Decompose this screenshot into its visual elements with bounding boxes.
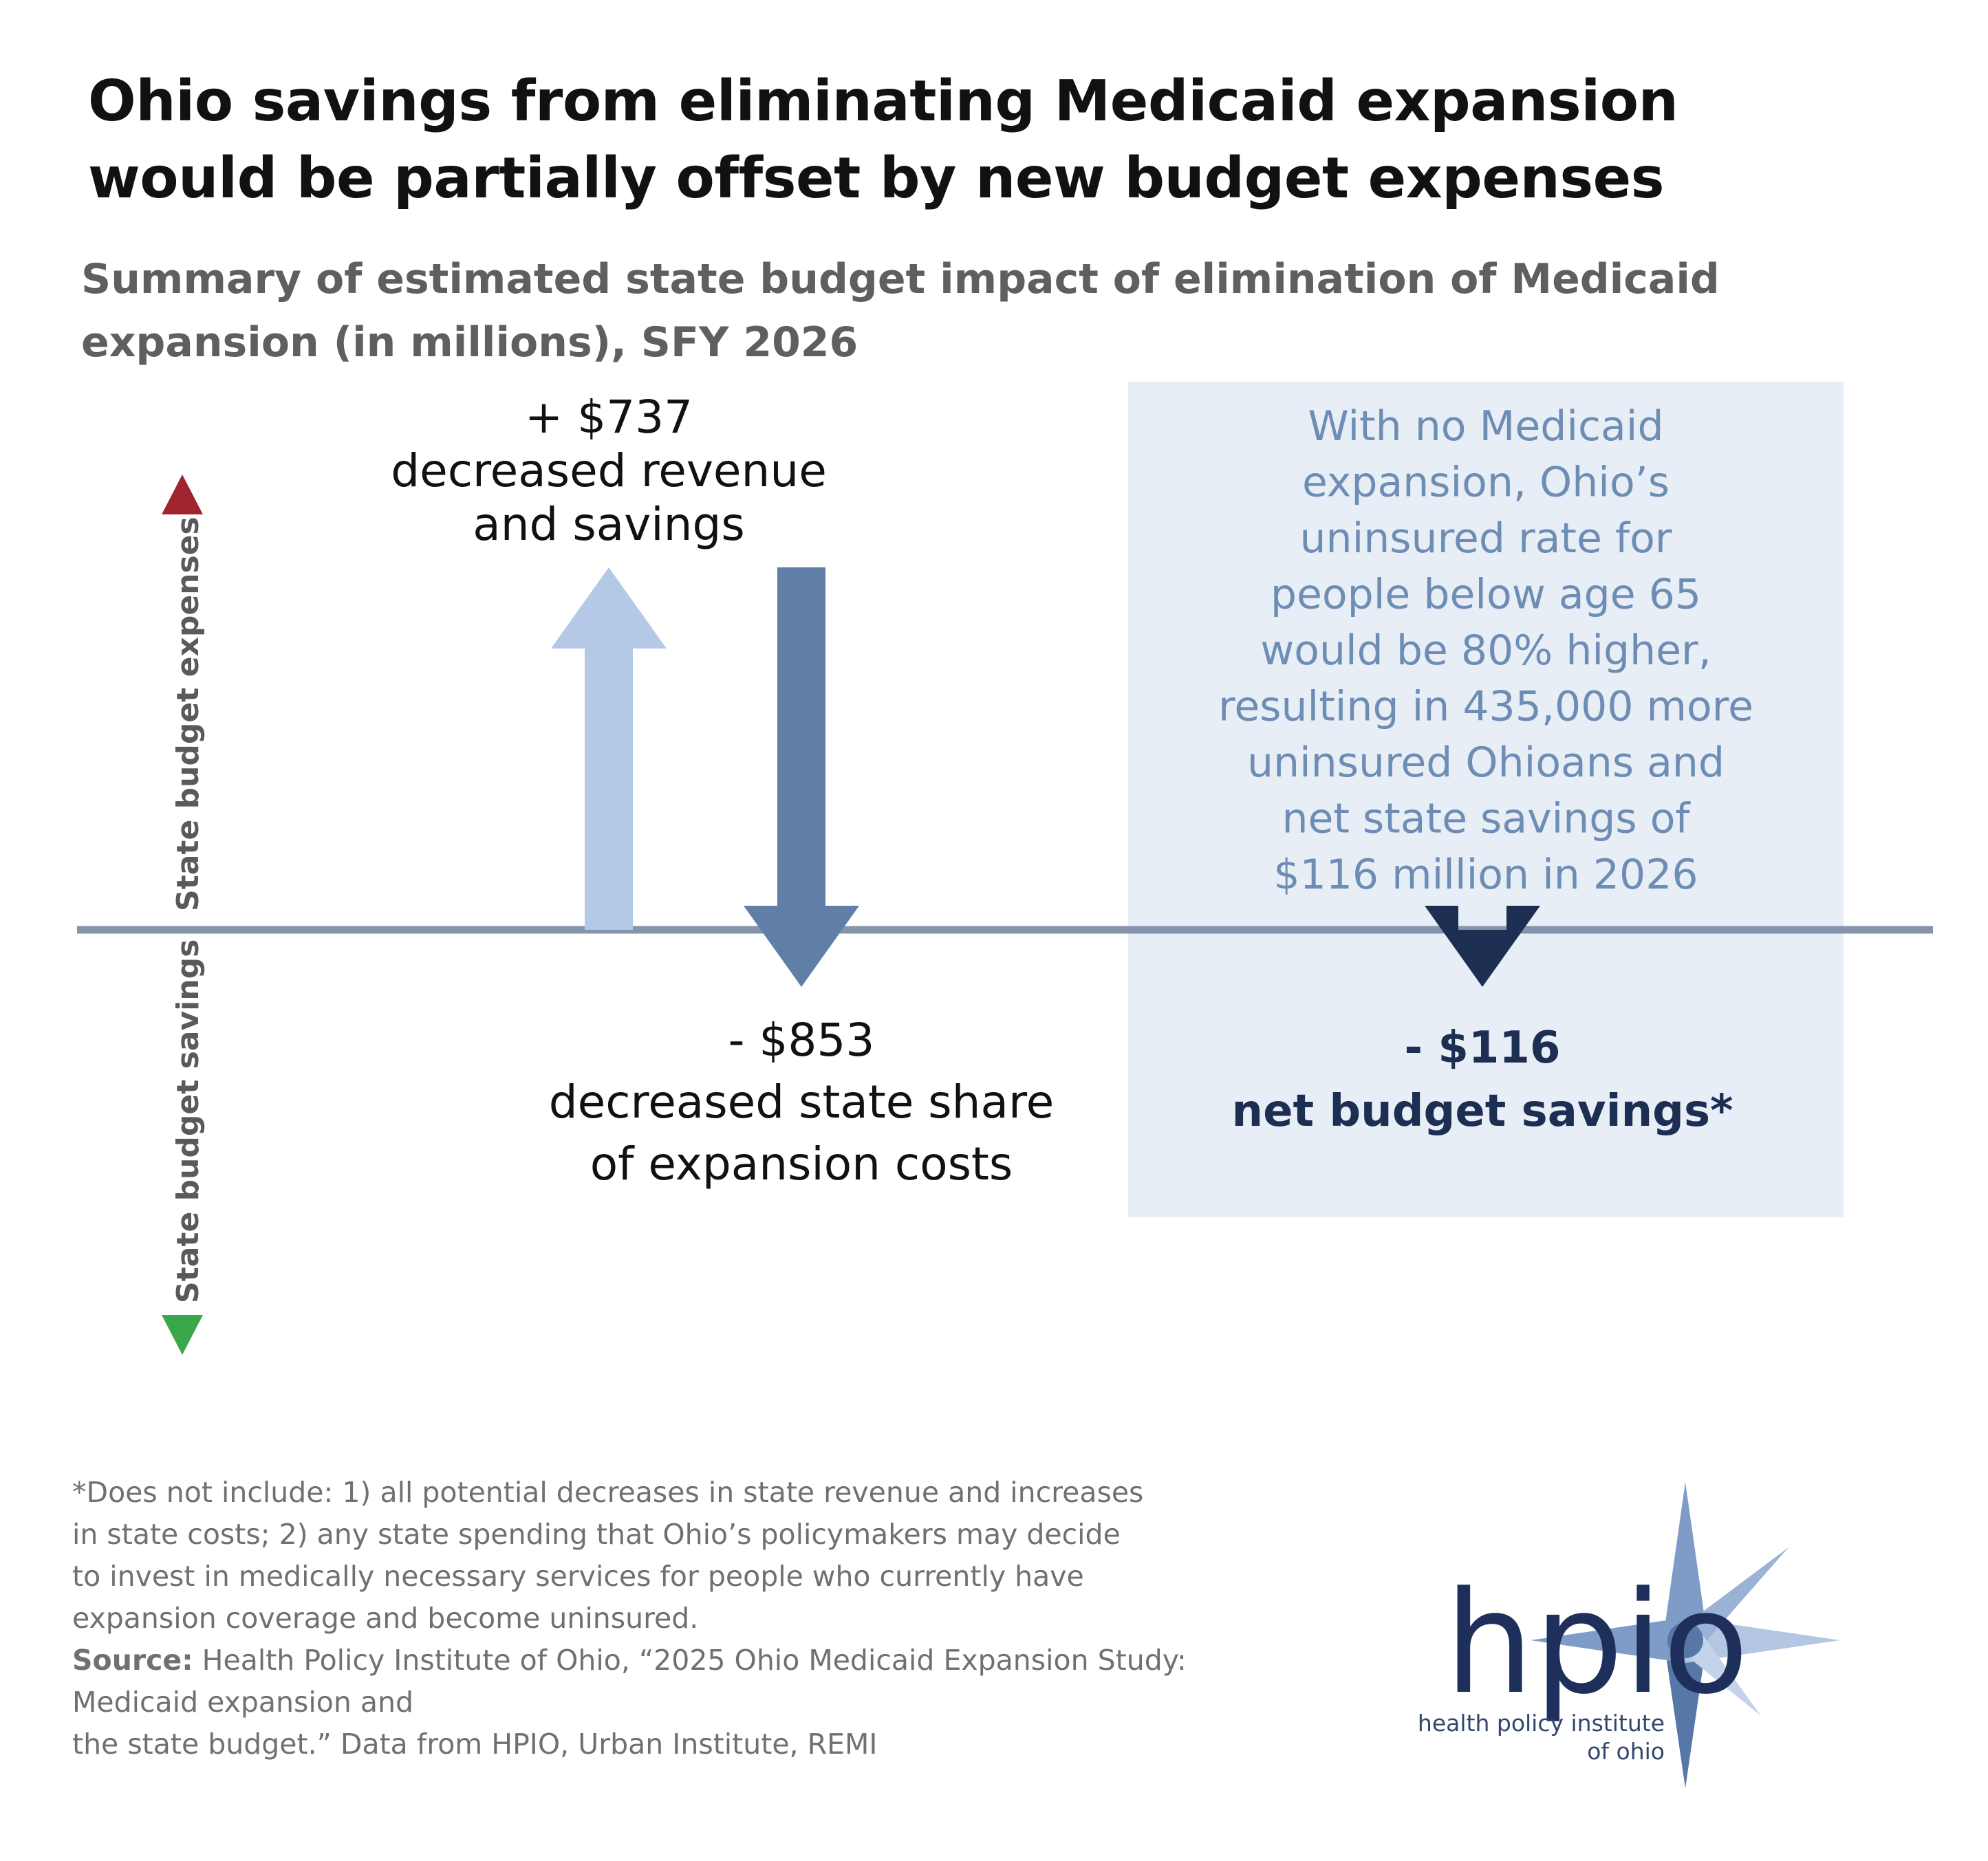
y-axis-label-expenses: State budget expenses — [171, 516, 206, 911]
callout-box — [1128, 382, 1844, 1217]
up-triangle-icon — [162, 475, 203, 514]
arrow-mark-2 — [744, 567, 859, 987]
data-label-value-2: - $853 — [728, 1014, 875, 1067]
footnote-line: *Does not include: 1) all potential decr… — [72, 1476, 1144, 1509]
hpio-logo: hpio health policy institute of ohio — [1418, 1482, 1840, 1788]
callout-line: people below age 65 — [1271, 571, 1701, 619]
chart-subtitle: Summary of estimated state budget impact… — [81, 248, 1897, 374]
source-line: Source: Health Policy Institute of Ohio,… — [72, 1640, 1420, 1682]
y-axis-label-savings: State budget savings — [171, 939, 206, 1303]
callout-line: expansion, Ohio’s — [1302, 459, 1670, 507]
footnote: *Does not include: 1) all potential decr… — [72, 1472, 1420, 1765]
compass-star-icon — [1531, 1482, 1840, 1788]
data-label-text-2: decreased state share — [549, 1076, 1055, 1129]
callout-line: would be 80% higher, — [1260, 627, 1711, 675]
source-text: Health Policy Institute of Ohio, “2025 O… — [193, 1644, 1187, 1677]
title-line-2: would be partially offset by new budget … — [88, 146, 1665, 211]
callout-line: With no Medicaid — [1308, 402, 1663, 450]
callout-line: uninsured Ohioans and — [1247, 739, 1725, 787]
callout-text: With no Medicaid expansion, Ohio’s uninsur… — [1218, 402, 1753, 899]
callout-line: uninsured rate for — [1300, 514, 1672, 563]
footnote-line: in state costs; 2) any state spending th… — [72, 1518, 1121, 1551]
footnote-line: to invest in medically necessary service… — [72, 1560, 1084, 1593]
source-line: Medicaid expansion and — [72, 1686, 414, 1719]
data-label-value-3: - $116 — [1405, 1023, 1561, 1074]
data-label-value-1: + $737 — [525, 391, 693, 444]
logo-tagline-line-2: of ohio — [1587, 1738, 1665, 1765]
logo-wordmark: hpio — [1445, 1562, 1749, 1726]
callout-line: net state savings of — [1282, 795, 1691, 843]
down-triangle-icon — [162, 1315, 203, 1355]
arrow-mark-1 — [551, 567, 667, 930]
chart-title: Ohio savings from eliminating Medicaid e… — [88, 63, 1877, 217]
source-line: the state budget.” Data from HPIO, Urban… — [72, 1728, 878, 1761]
source-label: Source: — [72, 1644, 193, 1677]
title-line-1: Ohio savings from eliminating Medicaid e… — [88, 69, 1678, 134]
callout-line: $116 million in 2026 — [1273, 851, 1698, 899]
data-label-text-2: of expansion costs — [590, 1138, 1013, 1190]
data-label-text-1: decreased revenue — [391, 444, 827, 497]
arrow-mark-3 — [1425, 905, 1540, 987]
footnote-line: expansion coverage and become uninsured. — [72, 1602, 699, 1635]
callout-line: resulting in 435,000 more — [1218, 683, 1753, 731]
data-label-text-3: net budget savings* — [1232, 1086, 1733, 1137]
logo-tagline-line-1: health policy institute — [1418, 1710, 1665, 1737]
subtitle-line-2: expansion (in millions), SFY 2026 — [81, 318, 858, 367]
subtitle-line-1: Summary of estimated state budget impact… — [81, 255, 1720, 303]
data-label-text-1: and savings — [473, 498, 744, 551]
